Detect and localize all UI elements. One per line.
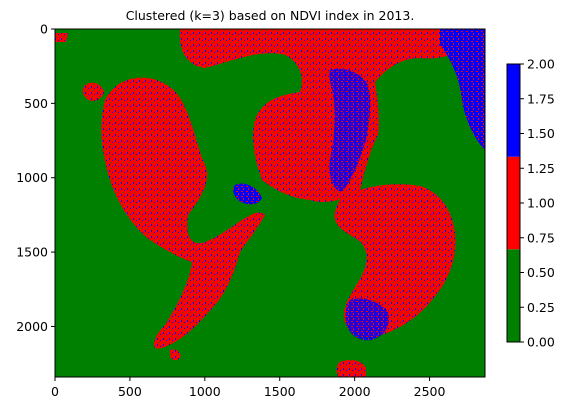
x-tick-label: 2500 — [414, 384, 446, 399]
cluster-region-top-blue-edge — [329, 68, 371, 192]
y-tick-label: 1500 — [16, 245, 48, 260]
cluster-fragment-a — [82, 82, 104, 101]
cluster-fragment-b — [55, 33, 68, 42]
colorbar-tick-label: 0.50 — [527, 265, 555, 280]
cluster-region-right-blue-edge — [345, 298, 390, 341]
y-tick-label: 2000 — [16, 319, 48, 334]
colorbar-tick-label: 2.00 — [527, 57, 555, 72]
plot-frame — [54, 28, 486, 378]
colorbar-tick-label: 1.75 — [527, 91, 555, 106]
colorbar-tick-label: 0.75 — [527, 230, 555, 245]
cluster-map-image — [55, 29, 485, 377]
colorbar-segment-0 — [507, 249, 520, 342]
colorbar: 0.00 0.25 0.50 0.75 1.00 1.25 1.50 1.75 2.00 — [506, 57, 555, 350]
x-tick-label: 1000 — [189, 384, 221, 399]
x-tick-label: 1500 — [264, 384, 296, 399]
colorbar-tick-label: 0.25 — [527, 300, 555, 315]
x-tick-label: 2000 — [339, 384, 371, 399]
cluster-region-left — [101, 77, 266, 349]
y-tick-label: 0 — [40, 22, 48, 37]
cluster-fragment-e — [233, 183, 262, 205]
y-tick-label: 1000 — [16, 170, 48, 185]
cluster-region-top — [179, 29, 470, 202]
x-tick-label: 0 — [51, 384, 59, 399]
colorbar-segment-1 — [507, 156, 520, 250]
x-tick-label: 500 — [118, 384, 142, 399]
y-tick-label: 500 — [24, 96, 48, 111]
chart-title: Clustered (k=3) based on NDVI index in 2… — [126, 8, 415, 23]
colorbar-tick-label: 1.00 — [527, 196, 555, 211]
colorbar-tick-label: 0.00 — [527, 335, 555, 350]
colorbar-tick-label: 1.50 — [527, 126, 555, 141]
colorbar-segment-2 — [507, 64, 520, 157]
cluster-fragment-d — [170, 349, 181, 361]
y-axis: 0 500 1000 1500 2000 — [16, 22, 55, 334]
x-axis: 0 500 1000 1500 2000 2500 — [51, 377, 446, 399]
cluster-region-topright — [440, 29, 485, 150]
colorbar-tick-label: 1.25 — [527, 161, 555, 176]
cluster-fragment-c — [336, 360, 366, 377]
